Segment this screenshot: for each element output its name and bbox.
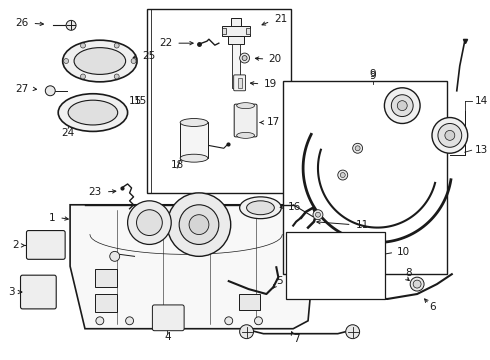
Bar (239, 294, 261, 310)
Text: 7: 7 (293, 334, 300, 344)
Bar (245, 28, 249, 34)
Ellipse shape (237, 132, 254, 138)
Circle shape (137, 210, 162, 235)
Text: 9: 9 (369, 71, 376, 81)
Text: 8: 8 (306, 274, 313, 284)
Circle shape (240, 325, 253, 339)
Circle shape (66, 21, 76, 30)
Text: 22: 22 (159, 38, 172, 48)
Circle shape (80, 74, 85, 79)
Circle shape (313, 285, 327, 299)
Text: 6: 6 (429, 302, 436, 312)
Circle shape (316, 212, 320, 217)
Text: 19: 19 (264, 79, 277, 89)
Bar (238, 78, 242, 88)
Circle shape (114, 43, 119, 48)
Ellipse shape (180, 118, 208, 126)
Text: 20: 20 (269, 54, 282, 64)
Text: 8: 8 (405, 268, 412, 278)
Circle shape (313, 210, 323, 220)
Bar (286, 231, 386, 299)
Text: 14: 14 (475, 96, 488, 106)
Circle shape (316, 288, 324, 296)
Circle shape (179, 205, 219, 244)
Polygon shape (70, 205, 313, 329)
Text: 18: 18 (171, 160, 184, 170)
Circle shape (438, 123, 462, 147)
Circle shape (80, 43, 85, 48)
Ellipse shape (68, 100, 118, 125)
Circle shape (392, 95, 413, 117)
Ellipse shape (237, 103, 254, 109)
Text: 10: 10 (397, 247, 411, 257)
Bar (95, 294, 117, 312)
Text: 4: 4 (164, 332, 171, 342)
Text: 2: 2 (12, 240, 19, 251)
Text: 15: 15 (134, 96, 147, 106)
Bar (231, 18, 241, 26)
Bar (95, 269, 117, 287)
Text: 3: 3 (8, 287, 15, 297)
Bar (228, 36, 244, 44)
Ellipse shape (180, 154, 208, 162)
Ellipse shape (246, 201, 274, 215)
Circle shape (254, 317, 263, 325)
Ellipse shape (58, 94, 127, 131)
Circle shape (384, 88, 420, 123)
Text: 26: 26 (15, 18, 28, 28)
Text: 13: 13 (475, 145, 488, 155)
FancyBboxPatch shape (234, 104, 257, 137)
Text: 16: 16 (288, 202, 301, 212)
Text: 11: 11 (356, 220, 369, 230)
Circle shape (397, 101, 407, 111)
Text: 27: 27 (15, 84, 28, 94)
Text: 25: 25 (143, 51, 156, 61)
Text: 9: 9 (369, 69, 376, 79)
Circle shape (189, 215, 209, 234)
Bar (222, 26, 249, 36)
Circle shape (346, 325, 360, 339)
Circle shape (131, 59, 136, 63)
Text: 12: 12 (372, 237, 386, 247)
Circle shape (413, 280, 421, 288)
Ellipse shape (74, 48, 125, 75)
Text: 24: 24 (61, 129, 75, 138)
Bar (232, 44, 240, 88)
Circle shape (242, 55, 247, 60)
Circle shape (64, 59, 69, 63)
FancyBboxPatch shape (26, 230, 65, 259)
Circle shape (240, 53, 249, 63)
Circle shape (445, 130, 455, 140)
Text: 1: 1 (49, 213, 55, 223)
FancyBboxPatch shape (21, 275, 56, 309)
Circle shape (432, 117, 467, 153)
Circle shape (110, 251, 120, 261)
Text: 17: 17 (267, 117, 280, 127)
Circle shape (340, 172, 345, 177)
Circle shape (45, 86, 55, 96)
Circle shape (167, 193, 231, 256)
Bar (283, 81, 447, 274)
Ellipse shape (240, 197, 281, 219)
Text: 15: 15 (129, 96, 143, 106)
Bar (222, 28, 226, 34)
Circle shape (338, 170, 348, 180)
FancyBboxPatch shape (234, 75, 245, 91)
Circle shape (225, 317, 233, 325)
Text: 21: 21 (274, 14, 288, 24)
Circle shape (355, 146, 360, 151)
Text: 5: 5 (276, 276, 283, 286)
Circle shape (96, 317, 104, 325)
Circle shape (125, 317, 134, 325)
Text: 23: 23 (89, 187, 102, 197)
Circle shape (410, 277, 424, 291)
Ellipse shape (63, 40, 137, 82)
Circle shape (114, 74, 119, 79)
FancyBboxPatch shape (152, 305, 184, 331)
Circle shape (353, 143, 363, 153)
Bar (147, 9, 291, 193)
Bar (180, 122, 208, 158)
Circle shape (127, 201, 171, 244)
